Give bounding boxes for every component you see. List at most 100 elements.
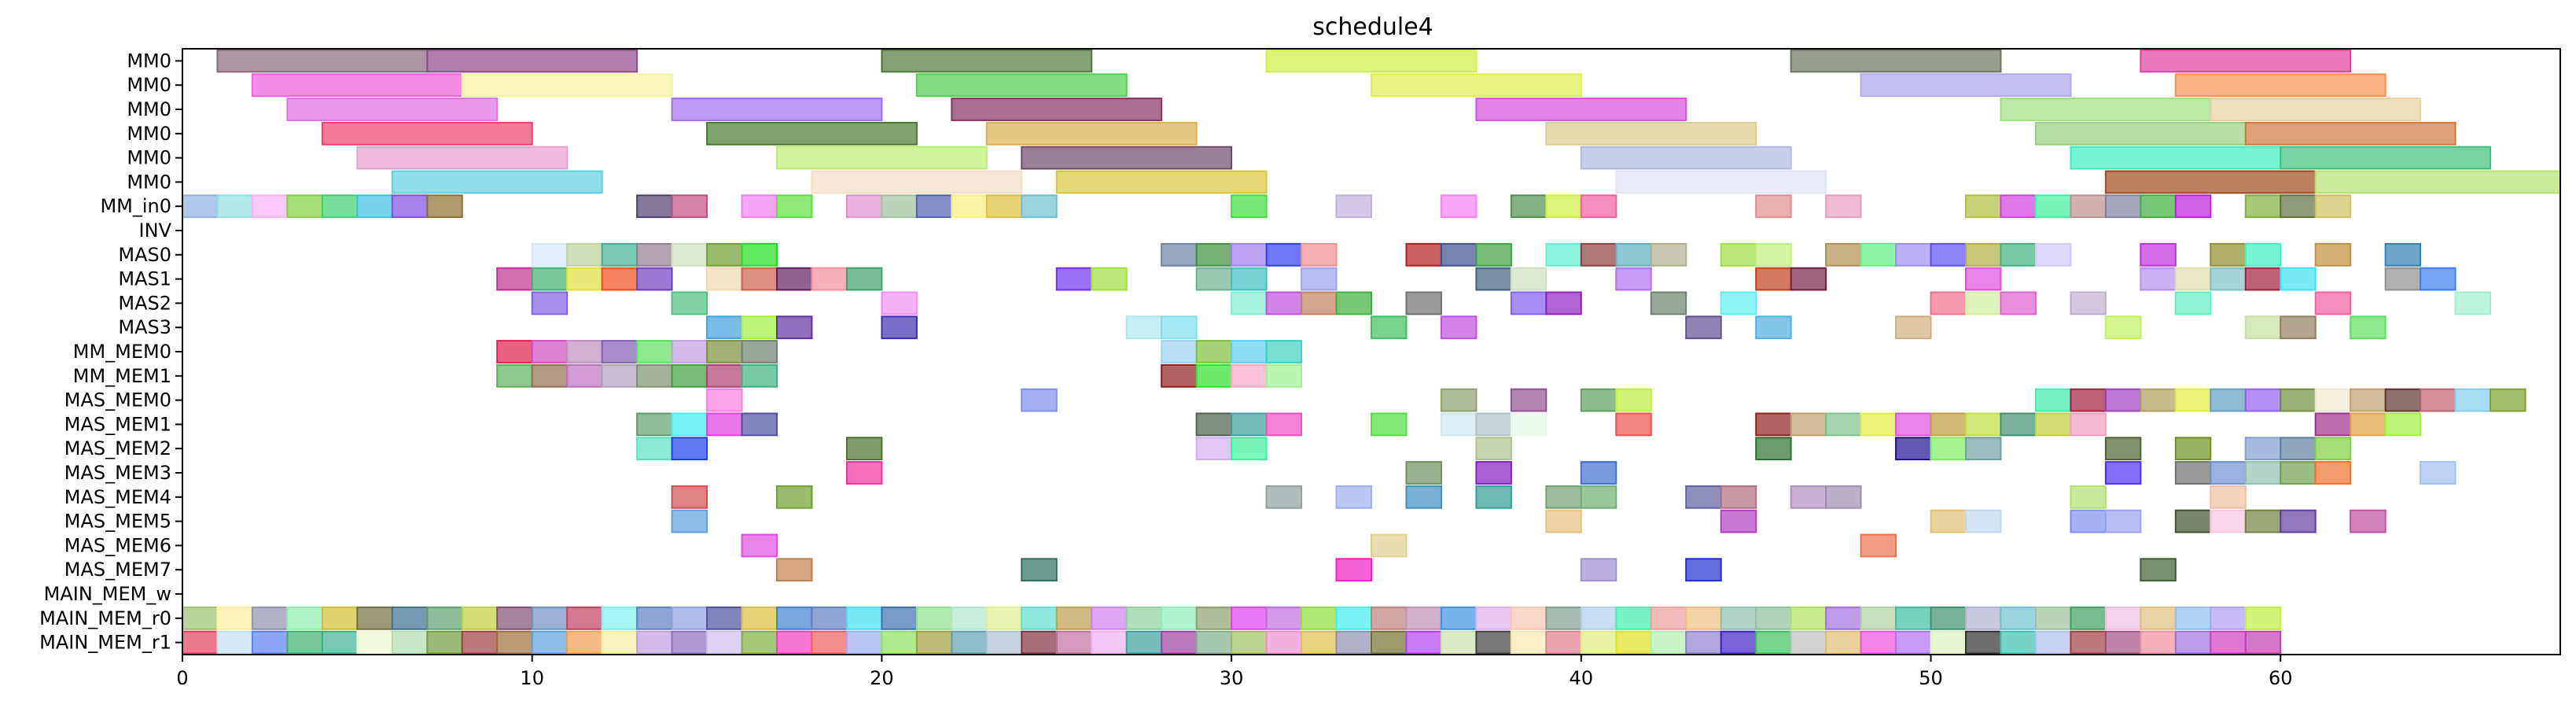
task-bar — [985, 121, 1198, 146]
task-bar — [1545, 485, 1582, 509]
task-bar — [1161, 242, 1198, 267]
task-bar — [671, 194, 708, 219]
task-bar — [706, 340, 743, 363]
task-bar — [2140, 242, 2177, 267]
task-bar — [706, 315, 743, 340]
task-bar — [1720, 291, 1757, 315]
task-bar — [1545, 606, 1582, 630]
task-bar — [706, 363, 743, 388]
task-bar — [706, 606, 743, 630]
task-bar — [566, 267, 603, 291]
task-bar — [1405, 606, 1442, 630]
task-bar — [1405, 461, 1442, 485]
task-bar — [1545, 291, 1582, 315]
y-tick-label: MM0 — [127, 74, 171, 96]
y-tick-label: MAS1 — [118, 268, 171, 290]
task-bar — [1371, 630, 1408, 655]
task-bar — [2000, 630, 2037, 655]
y-tick-label: MM0 — [127, 147, 171, 169]
task-bar — [776, 558, 813, 582]
task-bar — [2174, 437, 2212, 461]
task-bar — [951, 630, 988, 655]
task-bar — [881, 606, 918, 630]
task-bar — [1125, 606, 1163, 630]
task-bar — [1091, 630, 1128, 655]
task-bar — [1825, 606, 1862, 630]
task-bar — [1195, 437, 1233, 461]
y-tick-label: MAS_MEM6 — [64, 534, 171, 556]
task-bar — [601, 630, 638, 655]
task-bar — [671, 98, 883, 121]
task-bar — [1475, 461, 1512, 485]
task-bar — [776, 630, 813, 655]
task-bar — [1161, 315, 1198, 340]
task-bar — [1301, 242, 1338, 267]
task-bar — [1720, 485, 1757, 509]
task-bar — [531, 363, 569, 388]
task-bar — [1895, 630, 1932, 655]
task-bar — [1755, 194, 1792, 219]
task-bar — [1510, 291, 1547, 315]
task-bar — [216, 49, 429, 73]
task-bar — [2280, 461, 2317, 485]
task-bar — [1265, 291, 1303, 315]
task-bar — [1615, 606, 1652, 630]
task-bar — [671, 340, 708, 363]
task-bar — [1580, 485, 1617, 509]
task-bar — [1790, 267, 1827, 291]
task-bar — [2384, 267, 2422, 291]
task-bar — [776, 485, 813, 509]
task-bar — [1895, 315, 1932, 340]
task-bar — [2034, 606, 2072, 630]
task-bar — [636, 437, 673, 461]
task-bar — [2140, 630, 2177, 655]
task-bar — [1755, 242, 1792, 267]
task-bar — [2140, 388, 2177, 412]
task-bar — [881, 630, 918, 655]
task-bar — [1860, 533, 1897, 558]
task-bar — [1371, 533, 1408, 558]
task-bar — [985, 194, 1023, 219]
task-bar — [1195, 363, 1233, 388]
task-bar — [985, 630, 1023, 655]
task-bar — [706, 630, 743, 655]
task-bar — [881, 194, 918, 219]
y-tick-label: MAS0 — [118, 244, 171, 266]
task-bar — [286, 194, 323, 219]
task-bar — [1335, 606, 1373, 630]
task-bar — [636, 630, 673, 655]
task-bar — [2314, 388, 2352, 412]
task-bar — [496, 630, 533, 655]
task-bar — [1301, 630, 1338, 655]
task-bar — [251, 194, 289, 219]
task-bar — [1720, 242, 1757, 267]
task-bar — [2104, 315, 2142, 340]
task-bar — [1720, 606, 1757, 630]
task-bar — [1580, 242, 1617, 267]
x-tick-label: 60 — [2269, 667, 2293, 689]
task-bar — [566, 363, 603, 388]
task-bar — [636, 606, 673, 630]
task-bar — [845, 630, 883, 655]
y-tick-label: MM0 — [127, 123, 171, 145]
task-bar — [1650, 630, 1687, 655]
task-bar — [2350, 388, 2386, 412]
task-bar — [601, 606, 638, 630]
task-bar — [1440, 630, 1478, 655]
task-bar — [1825, 194, 1862, 219]
task-bar — [2140, 194, 2177, 219]
task-bar — [426, 194, 463, 219]
task-bar — [2174, 291, 2212, 315]
task-bar — [671, 630, 708, 655]
task-bar — [636, 194, 673, 219]
task-bar — [706, 412, 743, 437]
task-bar — [251, 73, 463, 98]
task-bar — [1475, 412, 1512, 437]
task-bar — [2140, 606, 2177, 630]
task-bar — [1195, 340, 1233, 363]
task-bar — [2454, 388, 2492, 412]
task-bar — [1475, 437, 1512, 461]
task-bar — [1055, 630, 1093, 655]
task-bar — [531, 630, 569, 655]
